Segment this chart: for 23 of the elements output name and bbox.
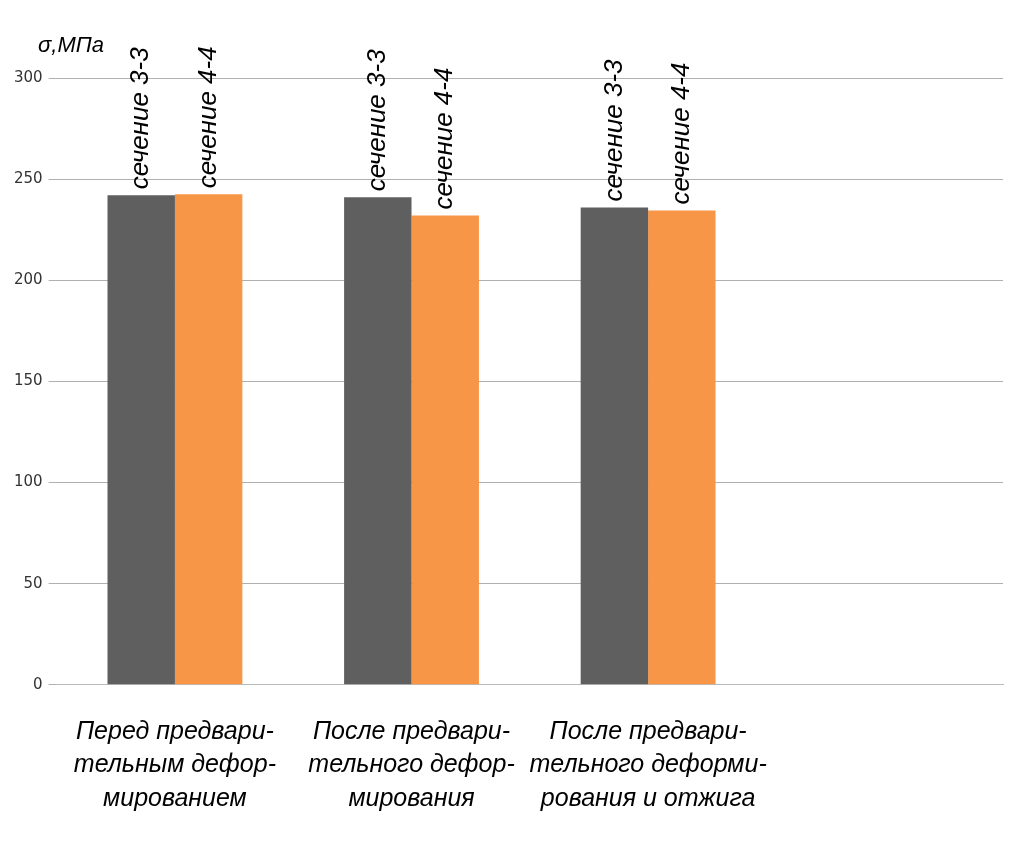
y-tick-label: 0: [33, 674, 43, 693]
y-axis-title: σ,МПа: [38, 32, 104, 58]
text: сечение 4-4: [665, 62, 696, 205]
text: сечение 3-3: [361, 48, 392, 192]
y-tick-label: 100: [13, 472, 43, 491]
y-tick-label: 150: [13, 371, 43, 390]
text: сечение 4-4: [191, 46, 222, 189]
bar: [648, 210, 716, 685]
bar: [107, 195, 175, 685]
x-tick-label: Перед предвари- тельным дефор- мированием: [73, 715, 276, 812]
text: сечение 3-3: [597, 59, 628, 202]
y-tick-label: 200: [13, 270, 43, 289]
y-tick-label: 250: [13, 169, 43, 188]
text: сечение 3-3: [124, 47, 155, 190]
x-tick-label: После предвари- тельного дефор- мирования: [308, 715, 515, 812]
text: сечение 4-4: [428, 67, 459, 210]
y-tick-label: 50: [23, 573, 43, 592]
bar: [411, 215, 479, 685]
bar: [174, 194, 243, 685]
x-tick-label: После предвари- тельного деформи- рования и отжига: [529, 715, 767, 812]
bar: [344, 197, 412, 685]
bar: [580, 207, 649, 685]
y-tick-label: 300: [13, 67, 43, 86]
